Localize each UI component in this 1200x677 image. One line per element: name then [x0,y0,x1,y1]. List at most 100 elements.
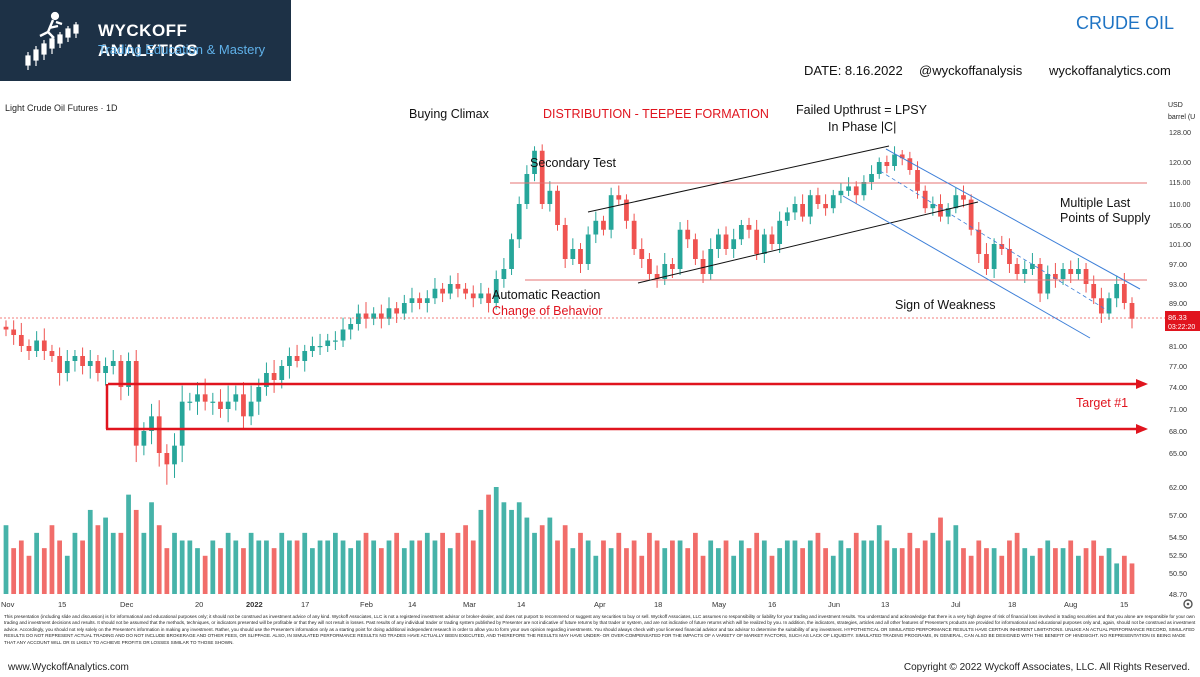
candle-body [11,329,17,335]
volume-bar [884,540,890,594]
volume-bar [325,540,331,594]
candle-body [1091,284,1097,299]
volume-bar [593,555,599,594]
candle-body [80,356,85,366]
candle-body [218,401,223,409]
footer-website[interactable]: www.WyckoffAnalytics.com [8,662,129,673]
candle-body [1129,303,1135,319]
volume-bar [1114,563,1120,594]
time-tick-label: 15 [1120,600,1128,609]
volume-bar [1045,540,1051,594]
candle-body [547,190,553,204]
volume-bar [677,540,683,594]
volume-bar [532,532,537,594]
candle-body [18,335,24,346]
price-tick-label: 97.00 [1169,260,1187,269]
volume-bar [133,509,139,594]
volume-bar [624,548,629,594]
volume-bar [953,525,959,594]
volume-bar [631,540,637,594]
volume-bar [179,540,185,594]
candle-body [976,229,982,254]
price-tick-label: 57.00 [1169,511,1187,520]
volume-bar [302,532,308,594]
volume-bar [892,548,897,594]
volume-bar [509,509,514,594]
volume-bar [218,548,223,594]
volume-bar [202,555,208,594]
candle-body [738,225,744,240]
candle-body [41,340,47,351]
volume-bar [57,540,62,594]
volume-bar [34,532,40,594]
volume-bar [3,525,9,594]
time-tick-label: Apr [594,600,606,609]
candle-body [340,329,346,341]
candle-body [463,288,468,294]
candle-body [532,150,537,174]
candle-body [172,445,177,465]
price-tick-label: 89.00 [1169,299,1187,308]
price-tick-label: 74.00 [1169,383,1187,392]
volume-bar [501,502,507,594]
time-tick-label: 14 [408,600,416,609]
candle-body [754,229,760,254]
last-price-badge: 86.33 03:22:20 [1165,311,1200,331]
candle-body [264,373,269,387]
candle-body [677,229,683,269]
candle-body [386,308,392,319]
volume-bar [87,509,93,594]
volume-bar [616,532,622,594]
candle-body [715,234,721,249]
candle-body [593,220,599,235]
volume-bar [838,540,844,594]
volume-bar [670,540,675,594]
volume-bar [685,548,691,594]
candle-body [478,293,484,299]
volume-bar [386,540,392,594]
down-channel-upper [885,148,1141,290]
brand-panel: WYCKOFF ANALYTICS Trading Education & Ma… [0,0,291,81]
settings-gear-icon[interactable] [1183,599,1193,609]
target-arrow-lower-icon [1136,424,1148,434]
candle-body [294,356,300,361]
candle-body [118,361,124,387]
candle-body [378,313,384,319]
volume-bar [355,540,361,594]
candle-body [570,249,576,259]
price-tick-label: 101.00 [1169,240,1191,249]
volume-bar [807,540,813,594]
candlestick-chart[interactable]: 128.00 120.00 115.00 110.00 105.00 101.00 97.0… [0,98,1200,610]
candle-body [700,259,706,274]
volume-bar [432,540,438,594]
volume-bar [647,532,652,594]
candle-body [317,346,323,348]
candle-body [1098,298,1104,314]
volume-bar [539,525,545,594]
volume-bar [1014,532,1020,594]
volume-bar [869,540,874,594]
footer-copyright: Copyright © 2022 Wyckoff Associates, LLC… [903,662,1190,673]
time-tick-label: Feb [360,600,373,609]
volume-bar [945,540,951,594]
candle-body [999,244,1005,249]
candle-body [271,373,277,380]
volume-bar [853,532,859,594]
volume-bar [80,540,85,594]
volume-bar [156,525,162,594]
volume-bar [876,525,882,594]
candle-body [103,366,108,373]
candle-body [133,361,139,446]
volume-bar [1060,548,1066,594]
upthrust-label-2: In Phase |C| [828,120,896,134]
volume-bar [639,555,645,594]
volume-bar [248,532,254,594]
time-tick-label: Aug [1064,600,1077,609]
time-tick-label: 16 [768,600,776,609]
candle-body [241,394,246,417]
volume-bar [64,555,70,594]
candle-body [325,340,331,346]
volume-bar [907,532,913,594]
time-tick-label: 2022 [246,600,263,609]
website-link[interactable]: wyckoffanalytics.com [1049,63,1171,78]
